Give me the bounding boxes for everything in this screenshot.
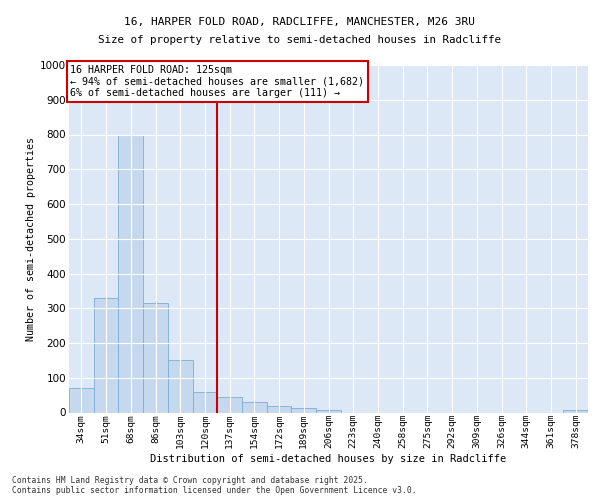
- Y-axis label: Number of semi-detached properties: Number of semi-detached properties: [26, 136, 36, 341]
- Bar: [118, 134, 143, 412]
- Bar: [563, 410, 588, 412]
- X-axis label: Distribution of semi-detached houses by size in Radcliffe: Distribution of semi-detached houses by …: [151, 454, 506, 464]
- Bar: [267, 406, 292, 412]
- Bar: [217, 397, 242, 412]
- Bar: [193, 392, 217, 412]
- Bar: [94, 298, 118, 412]
- Bar: [69, 388, 94, 412]
- Text: Contains HM Land Registry data © Crown copyright and database right 2025.: Contains HM Land Registry data © Crown c…: [12, 476, 368, 485]
- Text: 16, HARPER FOLD ROAD, RADCLIFFE, MANCHESTER, M26 3RU: 16, HARPER FOLD ROAD, RADCLIFFE, MANCHES…: [125, 18, 476, 28]
- Text: Contains public sector information licensed under the Open Government Licence v3: Contains public sector information licen…: [12, 486, 416, 495]
- Text: 16 HARPER FOLD ROAD: 125sqm
← 94% of semi-detached houses are smaller (1,682)
6%: 16 HARPER FOLD ROAD: 125sqm ← 94% of sem…: [70, 65, 364, 98]
- Bar: [292, 408, 316, 412]
- Bar: [168, 360, 193, 412]
- Bar: [316, 410, 341, 412]
- Bar: [143, 303, 168, 412]
- Text: Size of property relative to semi-detached houses in Radcliffe: Size of property relative to semi-detach…: [98, 35, 502, 45]
- Bar: [242, 402, 267, 412]
